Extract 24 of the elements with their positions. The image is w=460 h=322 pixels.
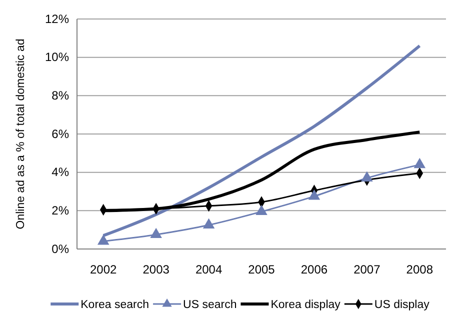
x-tick-label: 2008 <box>406 262 434 277</box>
x-tick-label: 2006 <box>300 262 328 277</box>
legend-label: Korea display <box>270 299 341 312</box>
y-tick-label: 2% <box>52 204 70 218</box>
legend-label: US search <box>183 299 237 312</box>
y-tick-label: 0% <box>52 242 70 256</box>
x-tick-label: 2005 <box>248 262 276 277</box>
y-tick-label: 8% <box>52 88 70 103</box>
x-tick-label: 2003 <box>142 262 170 277</box>
y-tick-label: 10% <box>44 50 70 64</box>
point <box>256 204 268 216</box>
point <box>202 218 215 228</box>
x-tick-label: 2002 <box>90 262 118 277</box>
legend-label: US display <box>374 299 430 312</box>
point <box>97 234 110 245</box>
point <box>150 228 162 238</box>
x-tick-label: 2007 <box>354 262 381 277</box>
y-tick-label: 12% <box>44 12 70 26</box>
legend-label: Korea search <box>80 299 150 312</box>
point <box>308 189 320 200</box>
y-tick-label: 4% <box>52 165 70 180</box>
y-tick-label: 6% <box>52 126 70 141</box>
x-tick-label: 2004 <box>195 262 222 277</box>
y-axis-title: Online ad as a % of total domestic ad <box>15 38 27 230</box>
